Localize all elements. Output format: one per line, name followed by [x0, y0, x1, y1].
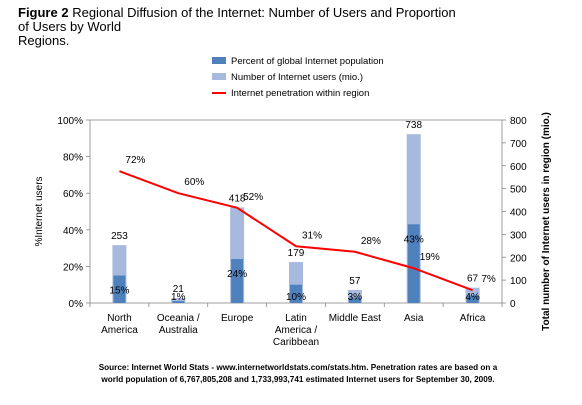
- users-data-label: 253: [111, 231, 128, 242]
- percent-data-label: 24%: [227, 269, 247, 280]
- x-category-label: Australia: [159, 325, 198, 336]
- source-line1: Source: Internet World Stats - www.inter…: [98, 363, 498, 372]
- x-category-label: Latin: [285, 313, 307, 324]
- users-data-label: 21: [173, 284, 185, 295]
- y-tick-label: 100%: [57, 116, 83, 127]
- figure-title-line1: Regional Diffusion of the Internet: Numb…: [72, 5, 456, 20]
- x-category-label: America: [101, 325, 138, 336]
- y-tick-label: 80%: [63, 153, 83, 164]
- y-axis-title: %Internet users: [34, 176, 45, 246]
- figure-title-line3: Regions.: [18, 33, 70, 48]
- x-category-label: Asia: [404, 313, 424, 324]
- percent-bar: [290, 284, 302, 303]
- percent-bar: [407, 224, 420, 303]
- x-category-label: America /: [275, 325, 317, 336]
- figure-title-line2: of Users by World: [18, 19, 122, 34]
- y2-tick-label: 400: [510, 208, 527, 219]
- y2-tick-label: 600: [510, 162, 527, 173]
- legend-label-penetration: Internet penetration within region: [231, 88, 369, 99]
- y2-tick-label: 100: [510, 276, 527, 287]
- legend-swatch-users: [212, 73, 226, 80]
- percent-data-label: 43%: [404, 234, 424, 245]
- x-category-label: Africa: [460, 313, 486, 324]
- source-note: Source: Internet World Stats - www.inter…: [28, 362, 568, 386]
- figure-label: Figure 2: [18, 5, 69, 20]
- users-data-label: 179: [288, 248, 305, 259]
- y2-tick-label: 800: [510, 116, 527, 127]
- y-tick-label: 0%: [69, 299, 84, 310]
- percent-bar: [231, 259, 244, 303]
- percent-bar: [466, 295, 479, 303]
- penetration-data-label: 7%: [481, 274, 496, 285]
- users-data-label: 418: [229, 193, 246, 204]
- y2-tick-label: 0: [510, 299, 516, 310]
- x-category-label: Europe: [221, 313, 254, 324]
- penetration-data-label: 31%: [302, 230, 322, 241]
- percent-bar: [348, 297, 361, 303]
- y2-axis-title: Total number of Internet users in region…: [541, 112, 552, 331]
- y-tick-label: 60%: [63, 189, 83, 200]
- x-category-label: Middle East: [329, 313, 381, 324]
- penetration-data-label: 28%: [361, 236, 381, 247]
- percent-data-label: 10%: [286, 292, 306, 303]
- percent-data-label: 4%: [465, 292, 480, 303]
- source-line2: world population of 6,767,805,208 and 1,…: [101, 375, 495, 384]
- penetration-data-label: 60%: [184, 177, 204, 188]
- y2-tick-label: 700: [510, 139, 527, 150]
- percent-data-label: 15%: [109, 286, 129, 297]
- y-tick-label: 40%: [63, 226, 83, 237]
- percent-data-label: 3%: [348, 292, 363, 303]
- y2-tick-label: 500: [510, 185, 527, 196]
- penetration-data-label: 52%: [243, 192, 263, 203]
- penetration-data-label: 19%: [420, 252, 440, 263]
- percent-bar: [172, 301, 185, 303]
- x-category-label: North: [107, 313, 131, 324]
- x-category-label: Oceania /: [157, 313, 200, 324]
- y2-tick-label: 200: [510, 253, 527, 264]
- figure-caption: Figure 2 Regional Diffusion of the Inter…: [18, 6, 538, 48]
- users-bar: [171, 298, 186, 303]
- users-data-label: 67: [467, 274, 479, 285]
- y-tick-label: 20%: [63, 262, 83, 273]
- percent-bar: [113, 275, 126, 303]
- legend-label-users: Number of Internet users (mio.): [231, 72, 363, 83]
- legend-swatch-percent: [212, 57, 226, 64]
- y2-tick-label: 300: [510, 230, 527, 241]
- penetration-data-label: 72%: [125, 155, 145, 166]
- users-data-label: 738: [405, 120, 422, 131]
- legend-label-percent: Percent of global Internet population: [231, 56, 384, 67]
- percent-data-label: 1%: [171, 292, 186, 303]
- penetration-line: [119, 170, 473, 292]
- x-category-label: Caribbean: [273, 337, 319, 348]
- users-data-label: 57: [349, 276, 361, 287]
